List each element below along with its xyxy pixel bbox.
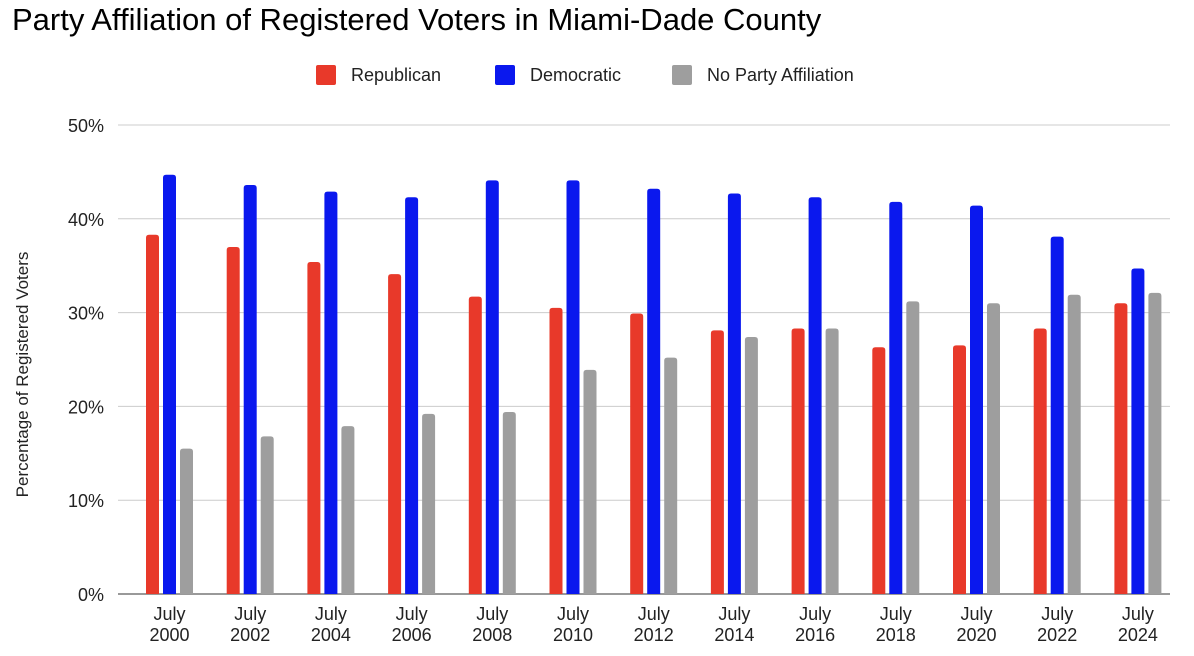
bar-no-party-affiliation-july-2006 — [422, 413, 436, 594]
y-tick-label: 0% — [78, 585, 104, 605]
y-tick-label: 10% — [68, 491, 104, 511]
x-tick-label: July 2004 — [311, 604, 351, 645]
x-tick-label: July 2012 — [634, 604, 674, 645]
legend-label-democratic: Democratic — [530, 64, 622, 85]
bar-no-party-affiliation-july-2002 — [260, 436, 274, 594]
bar-republican-july-2020 — [953, 345, 966, 594]
legend-item-democratic: Democratic — [495, 62, 621, 88]
bar-democratic-july-2024 — [1131, 268, 1145, 594]
bar-republican-july-2004 — [307, 261, 321, 594]
x-tick-label: July 2014 — [714, 604, 754, 645]
bar-no-party-affiliation-july-2018 — [906, 301, 920, 594]
bar-democratic-july-2022 — [1050, 236, 1064, 594]
y-tick-label: 50% — [68, 116, 104, 136]
x-tick-label: July 2020 — [956, 604, 996, 645]
bar-democratic-july-2000 — [163, 174, 176, 595]
x-tick-label: July 2006 — [392, 604, 432, 645]
legend-swatch-no-party — [672, 65, 692, 85]
y-tick-label: 20% — [68, 397, 104, 417]
x-tick-label: July 2010 — [553, 604, 593, 645]
legend-swatch-democratic — [495, 65, 515, 85]
bar-democratic-july-2008 — [485, 180, 499, 595]
bar-republican-july-2022 — [1033, 328, 1047, 594]
bar-republican-july-2006 — [388, 274, 402, 594]
x-tick-label: July 2016 — [795, 604, 835, 645]
bar-no-party-affiliation-july-2024 — [1148, 292, 1162, 594]
bar-democratic-july-2020 — [970, 205, 983, 594]
y-axis-label: Percentage of Registered Voters — [13, 252, 32, 498]
bar-republican-july-2000 — [146, 234, 159, 594]
legend-label-republican: Republican — [351, 64, 442, 85]
bar-republican-july-2016 — [791, 328, 805, 594]
bar-republican-july-2008 — [468, 296, 482, 594]
bar-democratic-july-2016 — [808, 197, 822, 594]
bar-republican-july-2018 — [872, 347, 886, 594]
bar-no-party-affiliation-july-2000 — [180, 448, 193, 594]
bar-democratic-july-2004 — [324, 191, 338, 594]
bar-democratic-july-2012 — [647, 188, 661, 594]
x-tick-label: July 2000 — [149, 604, 189, 645]
bar-democratic-july-2010 — [566, 180, 580, 595]
bar-republican-july-2012 — [630, 313, 644, 594]
bar-republican-july-2010 — [549, 307, 563, 594]
legend-label-no-party: No Party Affiliation — [707, 64, 854, 85]
bar-no-party-affiliation-july-2014 — [744, 336, 758, 594]
bar-republican-july-2014 — [710, 330, 724, 594]
bar-no-party-affiliation-july-2016 — [825, 328, 839, 594]
x-tick-label: July 2018 — [876, 604, 916, 645]
bar-no-party-affiliation-july-2020 — [987, 303, 1000, 594]
legend-item-no-party: No Party Affiliation — [672, 62, 854, 88]
bar-no-party-affiliation-july-2004 — [341, 426, 355, 594]
bar-no-party-affiliation-july-2012 — [664, 357, 678, 594]
bar-no-party-affiliation-july-2022 — [1067, 294, 1081, 594]
legend-item-republican: Republican — [316, 62, 441, 88]
bar-republican-july-2024 — [1114, 303, 1128, 594]
x-tick-label: July 2002 — [230, 604, 270, 645]
x-tick-label: July 2024 — [1118, 604, 1158, 645]
bar-no-party-affiliation-july-2010 — [583, 369, 597, 594]
bar-democratic-july-2002 — [243, 185, 257, 595]
bar-no-party-affiliation-july-2008 — [502, 412, 516, 594]
y-tick-label: 40% — [68, 210, 104, 230]
bar-democratic-july-2006 — [405, 197, 419, 594]
bar-republican-july-2002 — [226, 246, 240, 594]
bar-democratic-july-2014 — [727, 193, 741, 594]
legend: Republican Democratic No Party Affiliati… — [0, 62, 1194, 88]
chart-title: Party Affiliation of Registered Voters i… — [12, 2, 822, 37]
x-tick-label: July 2008 — [472, 604, 512, 645]
bar-democratic-july-2018 — [889, 201, 903, 594]
legend-swatch-republican — [316, 65, 336, 85]
y-tick-label: 30% — [68, 304, 104, 324]
x-tick-label: July 2022 — [1037, 604, 1077, 645]
